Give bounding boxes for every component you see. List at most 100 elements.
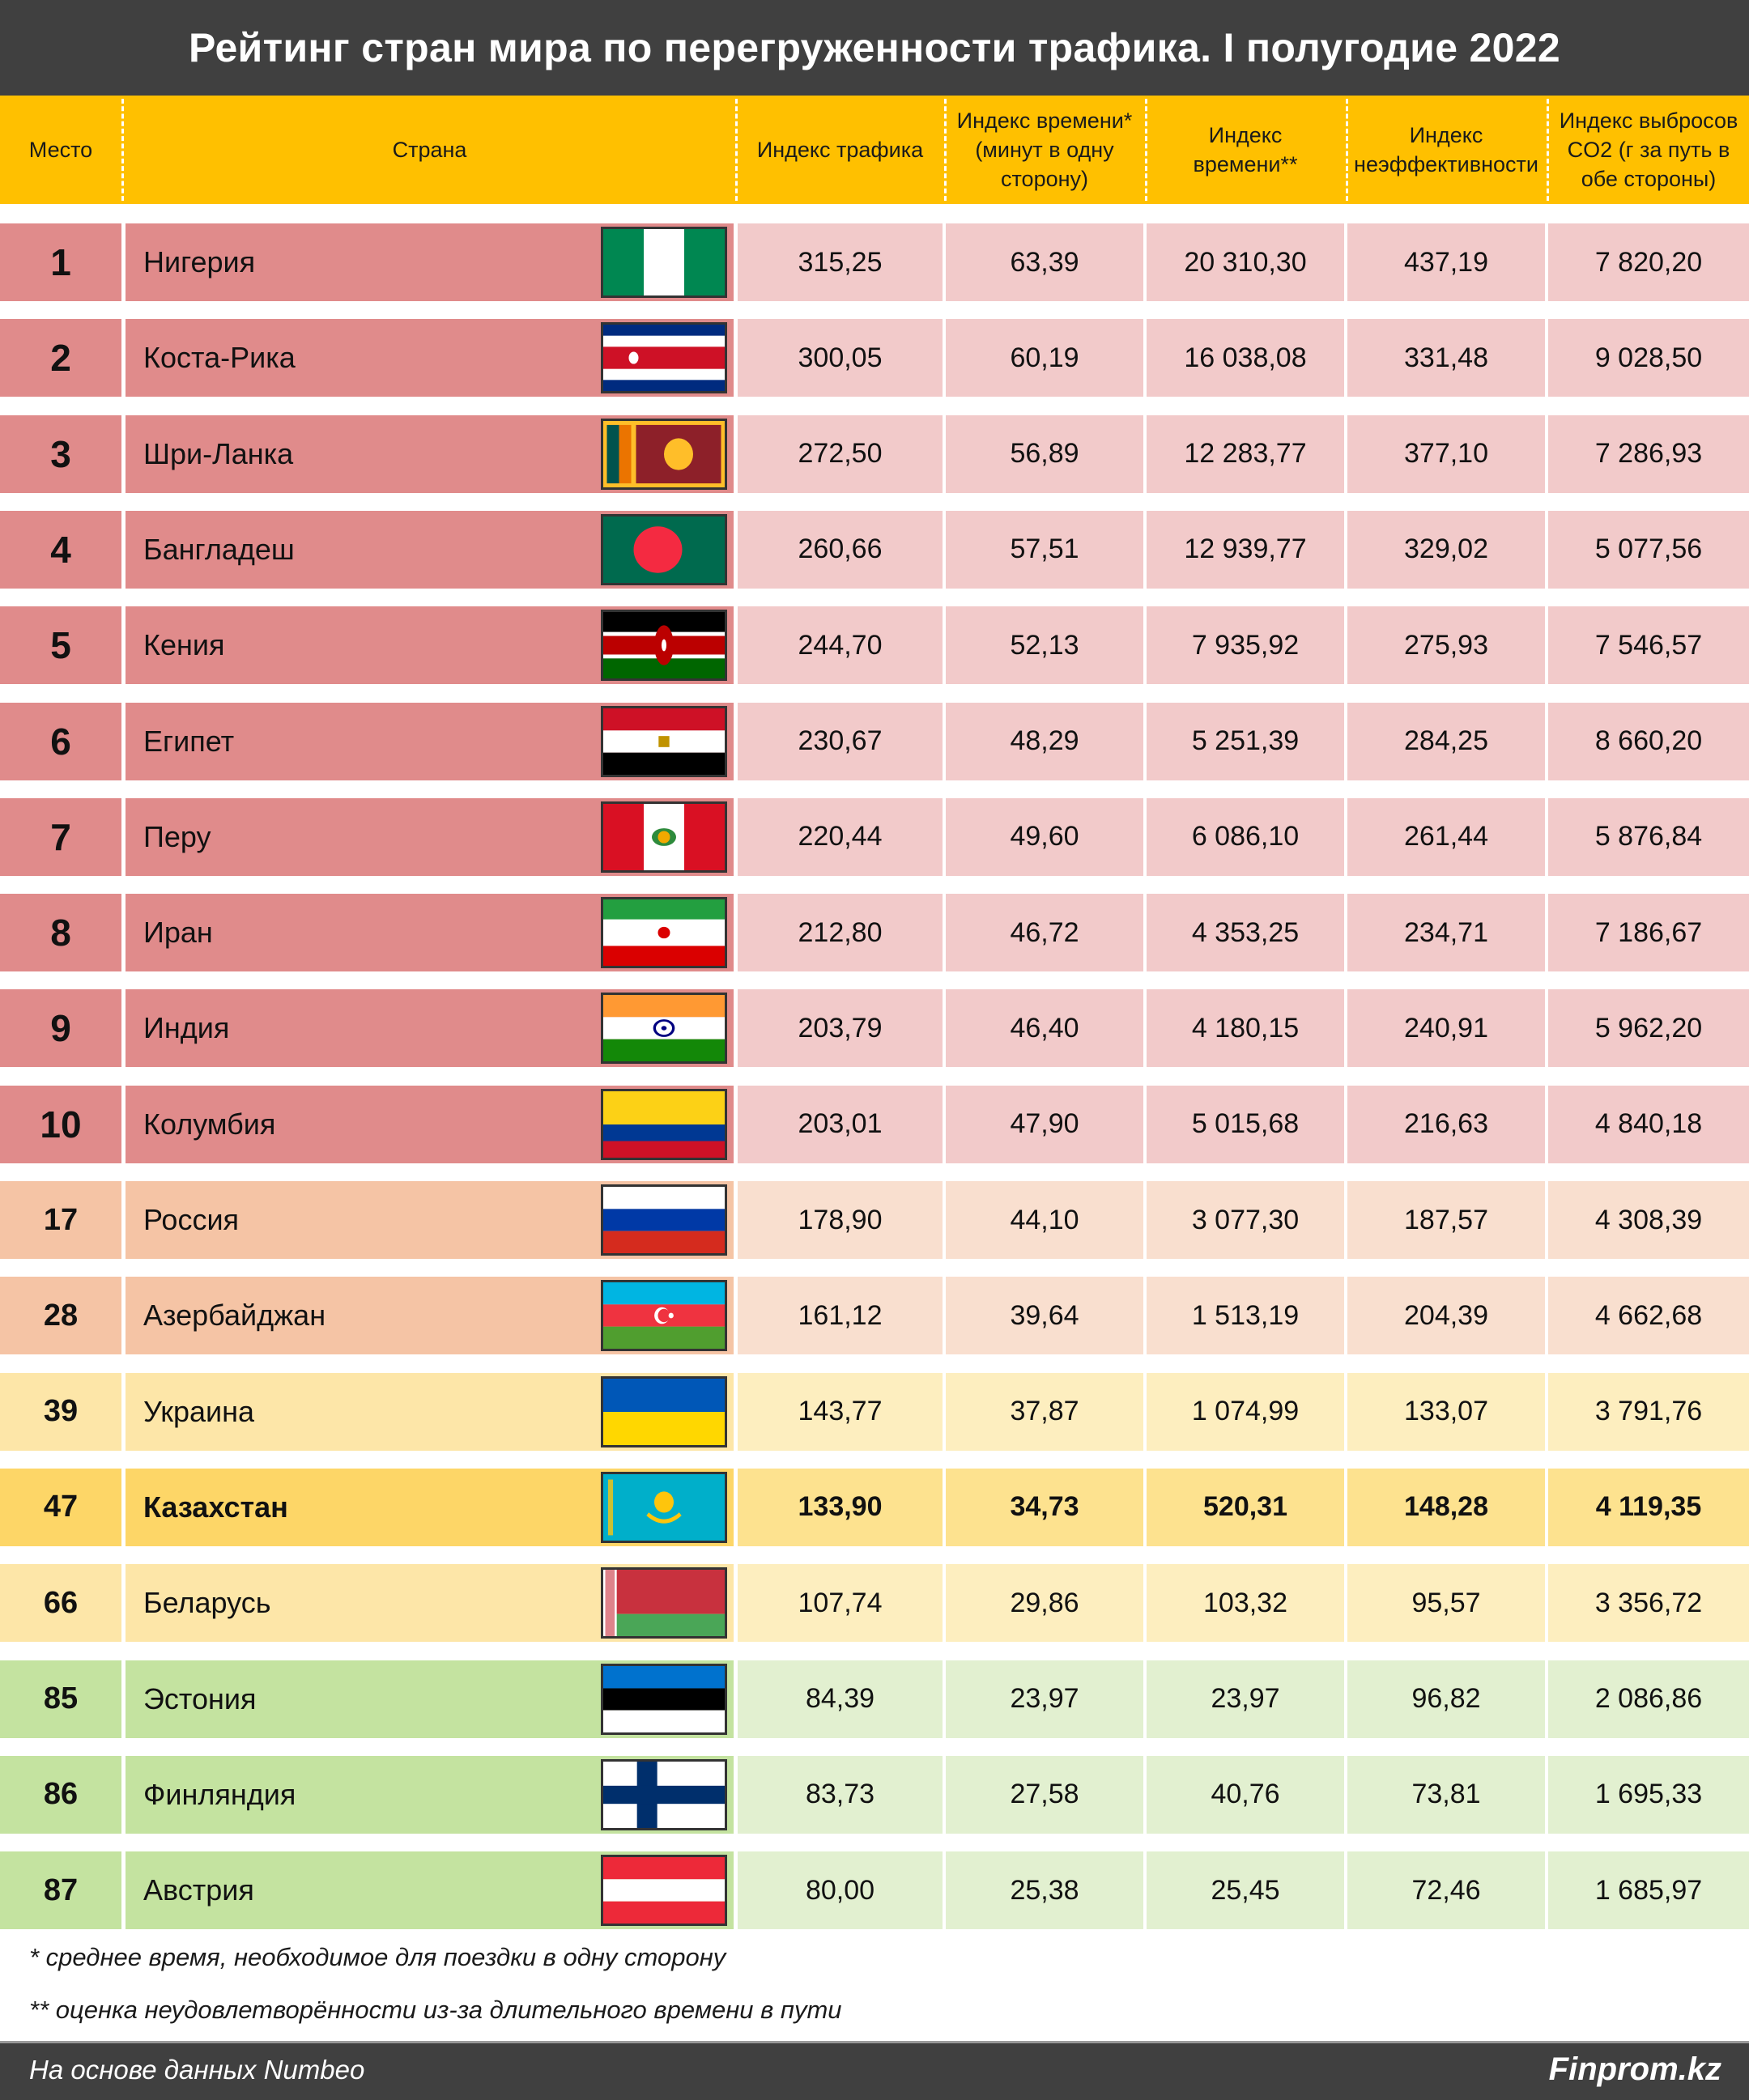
place-cell: 3	[0, 414, 121, 493]
cell-divider	[944, 1085, 946, 1163]
inefficiency-index-cell: 331,48	[1347, 319, 1545, 397]
time-index-cell: 7 935,92	[1147, 606, 1344, 685]
iran-flag-icon	[601, 897, 727, 969]
cell-divider	[1145, 797, 1147, 876]
time-index-min-cell: 39,64	[946, 1277, 1143, 1355]
cell-divider	[944, 1181, 946, 1259]
traffic-index-cell: 203,01	[738, 1085, 943, 1163]
traffic-index-cell: 220,44	[738, 797, 943, 876]
time-index-min-cell: 29,86	[946, 1564, 1143, 1643]
cell-divider	[1346, 989, 1347, 1068]
time-index-cell: 25,45	[1147, 1851, 1344, 1930]
cell-divider	[944, 1277, 946, 1355]
kazakhstan-flag-icon	[601, 1471, 727, 1543]
cell-divider	[1547, 319, 1548, 397]
country-name: Финляндия	[143, 1777, 296, 1811]
co2-index-cell: 4 662,68	[1548, 1277, 1749, 1355]
time-index-cell: 20 310,30	[1147, 223, 1344, 301]
table-row: 28 Азербайджан 161,12 39,64 1 513,19 204,39 4 …	[0, 1277, 1749, 1355]
header-divider	[1547, 99, 1549, 201]
country-name: Коста-Рика	[143, 341, 296, 375]
co2-index-cell: 8 660,20	[1548, 702, 1749, 780]
time-index-cell: 23,97	[1147, 1660, 1344, 1738]
traffic-index-cell: 107,74	[738, 1564, 943, 1643]
cell-divider	[1547, 1277, 1548, 1355]
table-row: 5 Кения 244,70 52,13 7 935,92 275,93 7 546,57	[0, 606, 1749, 685]
cell-divider	[1145, 1085, 1147, 1163]
cell-divider	[1346, 1660, 1347, 1738]
traffic-index-cell: 203,79	[738, 989, 943, 1068]
traffic-index-cell: 84,39	[738, 1660, 943, 1738]
country-name: Украина	[143, 1394, 255, 1428]
place-cell: 86	[0, 1755, 121, 1834]
co2-index-cell: 7 286,93	[1548, 414, 1749, 493]
cell-divider	[1145, 1277, 1147, 1355]
time-index-cell: 5 251,39	[1147, 702, 1344, 780]
inefficiency-index-cell: 133,07	[1347, 1372, 1545, 1451]
table-row: 6 Египет 230,67 48,29 5 251,39 284,25 8 660,20	[0, 702, 1749, 780]
traffic-index-cell: 133,90	[738, 1468, 943, 1546]
co2-index-cell: 2 086,86	[1548, 1660, 1749, 1738]
time-index-cell: 4 180,15	[1147, 989, 1344, 1068]
time-index-min-cell: 63,39	[946, 223, 1143, 301]
co2-index-cell: 7 820,20	[1548, 223, 1749, 301]
cell-divider	[944, 1851, 946, 1930]
inefficiency-index-cell: 96,82	[1347, 1660, 1545, 1738]
place-cell: 17	[0, 1181, 121, 1259]
nigeria-flag-icon	[601, 227, 727, 298]
cell-divider	[1346, 1468, 1347, 1546]
cell-divider	[1547, 414, 1548, 493]
place-cell: 1	[0, 223, 121, 301]
cell-divider	[1547, 510, 1548, 589]
ukraine-flag-icon	[601, 1375, 727, 1447]
cell-divider	[944, 606, 946, 685]
cell-divider	[944, 1372, 946, 1451]
source-note: На основе данных Numbeo	[29, 2055, 365, 2085]
time-index-min-cell: 34,73	[946, 1468, 1143, 1546]
time-index-min-cell: 46,72	[946, 894, 1143, 972]
place-cell: 39	[0, 1372, 121, 1451]
footnote-dissatisfaction: ** оценка неудовлетворённости из-за длит…	[29, 1996, 842, 2024]
place-cell: 47	[0, 1468, 121, 1546]
place-cell: 6	[0, 702, 121, 780]
co2-index-cell: 9 028,50	[1548, 319, 1749, 397]
india-flag-icon	[601, 993, 727, 1065]
cell-divider	[1346, 1755, 1347, 1834]
cell-divider	[1346, 319, 1347, 397]
cell-divider	[1346, 1181, 1347, 1259]
place-cell: 66	[0, 1564, 121, 1643]
bangladesh-flag-icon	[601, 513, 727, 585]
time-index-min-cell: 48,29	[946, 702, 1143, 780]
country-name: Колумбия	[143, 1107, 276, 1141]
co2-index-cell: 1 685,97	[1548, 1851, 1749, 1930]
traffic-index-cell: 83,73	[738, 1755, 943, 1834]
table-row: 85 Эстония 84,39 23,97 23,97 96,82 2 086,86	[0, 1660, 1749, 1738]
time-index-min-cell: 37,87	[946, 1372, 1143, 1451]
country-name: Австрия	[143, 1873, 254, 1907]
co2-index-cell: 3 791,76	[1548, 1372, 1749, 1451]
cell-divider	[1346, 510, 1347, 589]
estonia-flag-icon	[601, 1663, 727, 1735]
traffic-index-cell: 315,25	[738, 223, 943, 301]
cell-divider	[1145, 894, 1147, 972]
traffic-index-cell: 300,05	[738, 319, 943, 397]
cell-divider	[1145, 606, 1147, 685]
country-name: Нигерия	[143, 245, 256, 278]
table-row: 7 Перу 220,44 49,60 6 086,10 261,44 5 876,84	[0, 797, 1749, 876]
cell-divider	[944, 223, 946, 301]
place-cell: 7	[0, 797, 121, 876]
table-row: 39 Украина 143,77 37,87 1 074,99 133,07 3 791,…	[0, 1372, 1749, 1451]
header-divider	[735, 99, 738, 201]
cell-divider	[1346, 414, 1347, 493]
time-index-min-cell: 57,51	[946, 510, 1143, 589]
cell-divider	[1346, 894, 1347, 972]
country-name: Беларусь	[143, 1586, 271, 1620]
traffic-index-cell: 178,90	[738, 1181, 943, 1259]
time-index-min-cell: 46,40	[946, 989, 1143, 1068]
brand-logo: Finprom.kz	[1548, 2051, 1721, 2087]
column-header-co2-index: Индекс выбросов CO2 (г за путь в обе сто…	[1559, 108, 1738, 191]
traffic-index-cell: 230,67	[738, 702, 943, 780]
place-cell: 28	[0, 1277, 121, 1355]
table-row: 86 Финляндия 83,73 27,58 40,76 73,81 1 695,33	[0, 1755, 1749, 1834]
cell-divider	[1547, 223, 1548, 301]
